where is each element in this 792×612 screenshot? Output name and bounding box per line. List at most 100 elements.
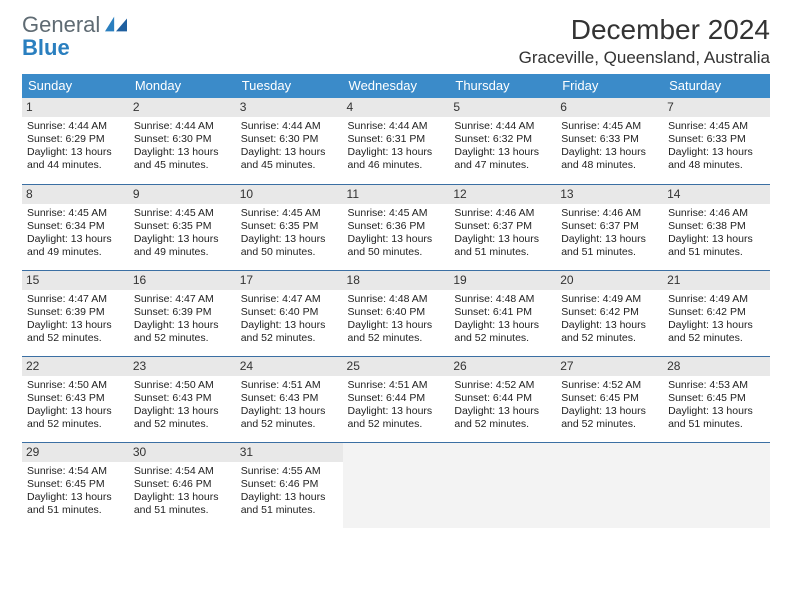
day-number: 4 — [343, 98, 450, 117]
weekday-header: Friday — [556, 74, 663, 98]
sunset-text: Sunset: 6:40 PM — [241, 306, 338, 319]
sunset-text: Sunset: 6:46 PM — [241, 478, 338, 491]
sunrise-text: Sunrise: 4:44 AM — [348, 120, 445, 133]
calendar-day-cell: . — [449, 442, 556, 528]
day-number: 24 — [236, 357, 343, 376]
sunset-text: Sunset: 6:30 PM — [134, 133, 231, 146]
title-block: December 2024 Graceville, Queensland, Au… — [519, 14, 770, 68]
calendar-week-row: 8Sunrise: 4:45 AMSunset: 6:34 PMDaylight… — [22, 184, 770, 270]
day-number: 28 — [663, 357, 770, 376]
daylight-text: Daylight: 13 hours and 52 minutes. — [561, 405, 658, 431]
sunset-text: Sunset: 6:44 PM — [348, 392, 445, 405]
sunset-text: Sunset: 6:42 PM — [668, 306, 765, 319]
daylight-text: Daylight: 13 hours and 52 minutes. — [561, 319, 658, 345]
sunrise-text: Sunrise: 4:46 AM — [454, 207, 551, 220]
sunset-text: Sunset: 6:35 PM — [134, 220, 231, 233]
sunrise-text: Sunrise: 4:45 AM — [241, 207, 338, 220]
calendar-day-cell: 7Sunrise: 4:45 AMSunset: 6:33 PMDaylight… — [663, 98, 770, 184]
sunrise-text: Sunrise: 4:48 AM — [348, 293, 445, 306]
calendar-week-row: 29Sunrise: 4:54 AMSunset: 6:45 PMDayligh… — [22, 442, 770, 528]
daylight-text: Daylight: 13 hours and 52 minutes. — [668, 319, 765, 345]
calendar-day-cell: 31Sunrise: 4:55 AMSunset: 6:46 PMDayligh… — [236, 442, 343, 528]
sunrise-text: Sunrise: 4:45 AM — [27, 207, 124, 220]
calendar-week-row: 22Sunrise: 4:50 AMSunset: 6:43 PMDayligh… — [22, 356, 770, 442]
calendar-day-cell: 13Sunrise: 4:46 AMSunset: 6:37 PMDayligh… — [556, 184, 663, 270]
day-number: 12 — [449, 185, 556, 204]
daylight-text: Daylight: 13 hours and 50 minutes. — [348, 233, 445, 259]
sunrise-text: Sunrise: 4:53 AM — [668, 379, 765, 392]
day-number: 19 — [449, 271, 556, 290]
sunset-text: Sunset: 6:32 PM — [454, 133, 551, 146]
sunset-text: Sunset: 6:37 PM — [561, 220, 658, 233]
daylight-text: Daylight: 13 hours and 44 minutes. — [27, 146, 124, 172]
day-number: 23 — [129, 357, 236, 376]
daylight-text: Daylight: 13 hours and 51 minutes. — [668, 233, 765, 259]
sunrise-text: Sunrise: 4:49 AM — [668, 293, 765, 306]
sunrise-text: Sunrise: 4:44 AM — [134, 120, 231, 133]
day-number: 3 — [236, 98, 343, 117]
day-number: 2 — [129, 98, 236, 117]
sunrise-text: Sunrise: 4:45 AM — [134, 207, 231, 220]
sunrise-text: Sunrise: 4:47 AM — [134, 293, 231, 306]
daylight-text: Daylight: 13 hours and 46 minutes. — [348, 146, 445, 172]
calendar-page: General Blue December 2024 Graceville, Q… — [0, 0, 792, 612]
sunrise-text: Sunrise: 4:55 AM — [241, 465, 338, 478]
day-number: 21 — [663, 271, 770, 290]
day-number: 29 — [22, 443, 129, 462]
weekday-header: Monday — [129, 74, 236, 98]
sunset-text: Sunset: 6:37 PM — [454, 220, 551, 233]
calendar-day-cell: 3Sunrise: 4:44 AMSunset: 6:30 PMDaylight… — [236, 98, 343, 184]
sunrise-text: Sunrise: 4:45 AM — [348, 207, 445, 220]
daylight-text: Daylight: 13 hours and 47 minutes. — [454, 146, 551, 172]
day-number: 7 — [663, 98, 770, 117]
daylight-text: Daylight: 13 hours and 52 minutes. — [27, 405, 124, 431]
brand-logo: General Blue — [22, 14, 127, 60]
day-number: 8 — [22, 185, 129, 204]
day-number: 16 — [129, 271, 236, 290]
day-number: 30 — [129, 443, 236, 462]
sunset-text: Sunset: 6:42 PM — [561, 306, 658, 319]
sunrise-text: Sunrise: 4:51 AM — [348, 379, 445, 392]
calendar-day-cell: 17Sunrise: 4:47 AMSunset: 6:40 PMDayligh… — [236, 270, 343, 356]
sunrise-text: Sunrise: 4:47 AM — [27, 293, 124, 306]
sunset-text: Sunset: 6:43 PM — [241, 392, 338, 405]
calendar-day-cell: . — [663, 442, 770, 528]
daylight-text: Daylight: 13 hours and 50 minutes. — [241, 233, 338, 259]
month-title: December 2024 — [519, 14, 770, 46]
logo-text: General Blue — [22, 14, 127, 60]
sunset-text: Sunset: 6:31 PM — [348, 133, 445, 146]
calendar-day-cell: . — [556, 442, 663, 528]
calendar-day-cell: 22Sunrise: 4:50 AMSunset: 6:43 PMDayligh… — [22, 356, 129, 442]
calendar-day-cell: 10 Sunrise: 4:45 AMSunset: 6:35 PMDayligh… — [236, 184, 343, 270]
calendar-day-cell: 20Sunrise: 4:49 AMSunset: 6:42 PMDayligh… — [556, 270, 663, 356]
weekday-header: Sunday — [22, 74, 129, 98]
location-text: Graceville, Queensland, Australia — [519, 48, 770, 68]
sunset-text: Sunset: 6:29 PM — [27, 133, 124, 146]
sunset-text: Sunset: 6:46 PM — [134, 478, 231, 491]
weekday-header: Wednesday — [343, 74, 450, 98]
sunset-text: Sunset: 6:30 PM — [241, 133, 338, 146]
calendar-day-cell: 30Sunrise: 4:54 AMSunset: 6:46 PMDayligh… — [129, 442, 236, 528]
calendar-day-cell: 4 Sunrise: 4:44 AMSunset: 6:31 PMDaylight… — [343, 98, 450, 184]
daylight-text: Daylight: 13 hours and 48 minutes. — [561, 146, 658, 172]
calendar-day-cell: 9Sunrise: 4:45 AMSunset: 6:35 PMDaylight… — [129, 184, 236, 270]
sunrise-text: Sunrise: 4:45 AM — [561, 120, 658, 133]
calendar-day-cell: 23Sunrise: 4:50 AMSunset: 6:43 PMDayligh… — [129, 356, 236, 442]
daylight-text: Daylight: 13 hours and 52 minutes. — [348, 405, 445, 431]
calendar-day-cell: . — [343, 442, 450, 528]
sunset-text: Sunset: 6:39 PM — [134, 306, 231, 319]
day-number: 6 — [556, 98, 663, 117]
sunrise-text: Sunrise: 4:50 AM — [134, 379, 231, 392]
weekday-header: Thursday — [449, 74, 556, 98]
page-header: General Blue December 2024 Graceville, Q… — [22, 14, 770, 68]
sunrise-text: Sunrise: 4:45 AM — [668, 120, 765, 133]
sunset-text: Sunset: 6:38 PM — [668, 220, 765, 233]
sunrise-text: Sunrise: 4:52 AM — [561, 379, 658, 392]
daylight-text: Daylight: 13 hours and 52 minutes. — [241, 405, 338, 431]
day-number: 26 — [449, 357, 556, 376]
sunset-text: Sunset: 6:35 PM — [241, 220, 338, 233]
day-number: 10 — [236, 185, 343, 204]
logo-sail-icon — [105, 16, 127, 32]
day-number: 18 — [343, 271, 450, 290]
sunset-text: Sunset: 6:45 PM — [561, 392, 658, 405]
